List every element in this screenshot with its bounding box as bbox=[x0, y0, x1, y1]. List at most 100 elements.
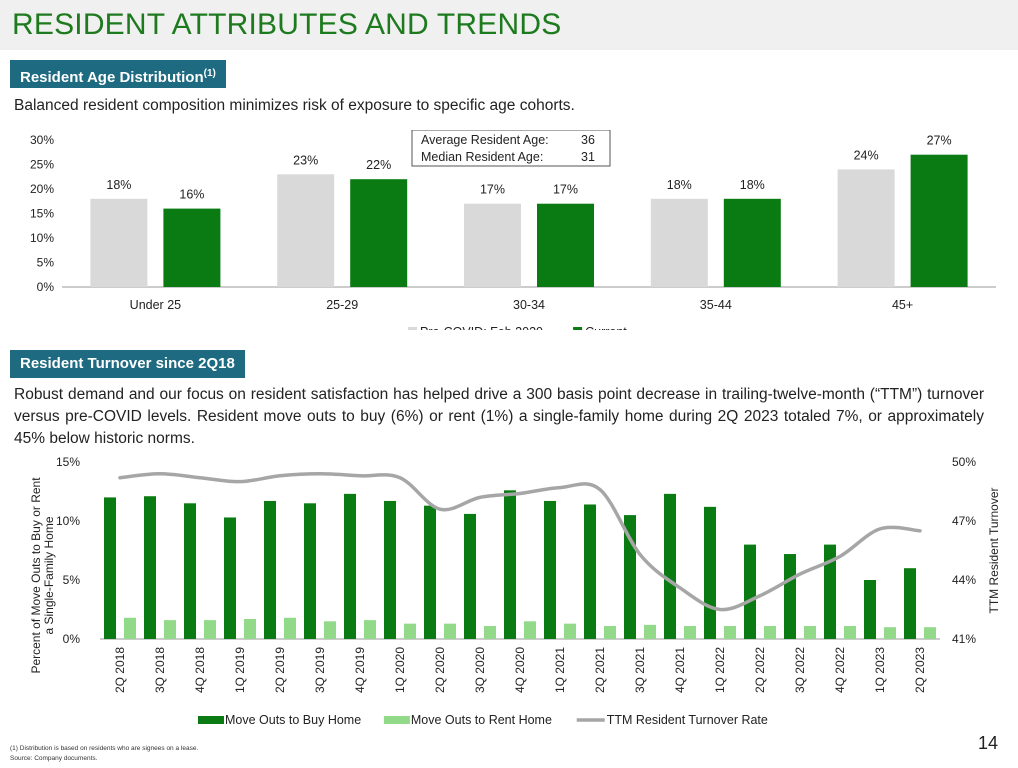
bar-pre-covid-feb-2020 bbox=[90, 198, 148, 287]
section-header-turnover: Resident Turnover since 2Q18 bbox=[10, 350, 245, 378]
bar-pre-covid-feb-2020 bbox=[464, 203, 521, 287]
section-title-turnover: Resident Turnover since 2Q18 bbox=[20, 355, 235, 372]
bar-current bbox=[537, 203, 594, 287]
bar-move-outs-to-buy-home bbox=[504, 490, 516, 639]
y-tick-label: 20% bbox=[30, 182, 54, 196]
footnote-1: (1) Distribution is based on residents w… bbox=[10, 745, 199, 752]
y-tick-label: 0% bbox=[37, 280, 55, 294]
bar-move-outs-to-buy-home bbox=[904, 568, 916, 639]
data-label: 18% bbox=[667, 178, 692, 192]
bar-move-outs-to-rent-home bbox=[884, 627, 896, 639]
section-header-age: Resident Age Distribution(1) bbox=[10, 60, 226, 88]
bar-move-outs-to-rent-home bbox=[404, 623, 416, 639]
bar-move-outs-to-buy-home bbox=[144, 496, 156, 639]
legend-label: Current bbox=[585, 325, 627, 330]
bar-current bbox=[910, 154, 968, 287]
section-title-footnote-marker: (1) bbox=[203, 68, 216, 79]
data-label: 27% bbox=[927, 134, 952, 148]
left-y-tick-label: 10% bbox=[56, 514, 80, 528]
x-tick-label: 3Q 2021 bbox=[633, 647, 647, 693]
bar-pre-covid-feb-2020 bbox=[650, 198, 708, 287]
left-y-tick-label: 5% bbox=[63, 573, 81, 587]
legend-label: Move Outs to Rent Home bbox=[411, 713, 552, 727]
data-label: 18% bbox=[740, 178, 765, 192]
bar-current bbox=[350, 179, 408, 287]
bar-move-outs-to-buy-home bbox=[584, 504, 596, 639]
x-tick-label: 25-29 bbox=[326, 298, 358, 312]
x-tick-label: 2Q 2023 bbox=[913, 647, 927, 693]
x-tick-label: 4Q 2021 bbox=[673, 647, 687, 693]
median-age-value: 31 bbox=[581, 150, 595, 164]
x-tick-label: 1Q 2022 bbox=[713, 647, 727, 693]
bar-move-outs-to-buy-home bbox=[384, 500, 396, 639]
median-age-label: Median Resident Age: bbox=[421, 150, 543, 164]
header-bar: RESIDENT ATTRIBUTES AND TRENDS bbox=[0, 0, 1018, 50]
bar-move-outs-to-buy-home bbox=[464, 513, 476, 639]
age-distribution-chart: 0% 5% 10% 15% 20% 25% 30% 18% 16% 23% 22% 17% 17% 18… bbox=[30, 130, 996, 330]
data-label: 22% bbox=[366, 158, 391, 172]
right-y-tick-label: 47% bbox=[952, 514, 976, 528]
legend-label: Move Outs to Buy Home bbox=[225, 713, 361, 727]
bar-current bbox=[163, 208, 221, 287]
bar-move-outs-to-buy-home bbox=[104, 497, 116, 639]
legend-swatch-current bbox=[573, 327, 583, 330]
data-label: 24% bbox=[854, 148, 879, 162]
bar-move-outs-to-buy-home bbox=[304, 503, 316, 639]
page-title: RESIDENT ATTRIBUTES AND TRENDS bbox=[12, 8, 562, 41]
bar-move-outs-to-buy-home bbox=[184, 503, 196, 639]
data-label: 17% bbox=[553, 183, 578, 197]
x-tick-label: 3Q 2019 bbox=[313, 647, 327, 693]
footnote-source: Source: Company documents. bbox=[10, 755, 98, 762]
x-tick-label: 2Q 2022 bbox=[753, 647, 767, 693]
y-tick-label: 30% bbox=[30, 133, 54, 147]
x-tick-label: 3Q 2022 bbox=[793, 647, 807, 693]
data-label: 18% bbox=[106, 178, 131, 192]
bar-move-outs-to-buy-home bbox=[704, 506, 716, 639]
x-tick-label: Under 25 bbox=[130, 298, 181, 312]
ttm-turnover-line bbox=[118, 472, 922, 612]
bar-move-outs-to-rent-home bbox=[324, 621, 336, 639]
right-axis-label: TTM Resident Turnover bbox=[987, 487, 1001, 613]
legend-label: TTM Resident Turnover Rate bbox=[607, 713, 768, 727]
turnover-description: Robust demand and our focus on resident … bbox=[14, 386, 984, 447]
bar-move-outs-to-rent-home bbox=[484, 626, 496, 639]
x-tick-label: 2Q 2021 bbox=[593, 647, 607, 693]
bar-move-outs-to-buy-home bbox=[824, 544, 836, 639]
bar-move-outs-to-rent-home bbox=[364, 620, 376, 639]
bar-move-outs-to-buy-home bbox=[544, 500, 556, 639]
y-tick-label: 15% bbox=[30, 207, 54, 221]
legend-swatch-pre-covid-feb-2020 bbox=[408, 327, 417, 330]
left-axis-label: Percent of Move Outs to Buy or Renta Sin… bbox=[29, 477, 56, 674]
left-axis-label-line-2: a Single-Family Home bbox=[42, 516, 56, 634]
bar-move-outs-to-rent-home bbox=[644, 624, 656, 639]
bar-move-outs-to-buy-home bbox=[864, 580, 876, 639]
resident-turnover-chart: 0% 5% 10% 15% 41% 44% 47% 50% 2Q 2018 3Q 2018 4Q… bbox=[29, 455, 1001, 727]
x-tick-label: 4Q 2022 bbox=[833, 647, 847, 693]
bar-move-outs-to-rent-home bbox=[444, 623, 456, 639]
average-age-value: 36 bbox=[581, 133, 595, 147]
y-tick-label: 10% bbox=[30, 231, 54, 245]
data-label: 23% bbox=[293, 153, 318, 167]
bar-move-outs-to-buy-home bbox=[264, 500, 276, 639]
x-tick-label: 45+ bbox=[892, 298, 913, 312]
bar-move-outs-to-rent-home bbox=[844, 626, 856, 639]
legend-swatch-move-outs-to-buy-home bbox=[198, 716, 224, 724]
resident-age-info-box: Average Resident Age: 36 Median Resident… bbox=[411, 130, 611, 167]
page-number: 14 bbox=[978, 733, 999, 753]
bar-move-outs-to-buy-home bbox=[224, 517, 236, 639]
bar-move-outs-to-rent-home bbox=[284, 617, 296, 639]
left-axis-label-line-1: Percent of Move Outs to Buy or Rent bbox=[29, 477, 43, 674]
bar-move-outs-to-rent-home bbox=[604, 626, 616, 639]
bar-move-outs-to-buy-home bbox=[344, 493, 356, 639]
x-tick-label: 1Q 2020 bbox=[393, 647, 407, 693]
x-tick-label: 35-44 bbox=[700, 298, 732, 312]
x-tick-label: 3Q 2018 bbox=[153, 647, 167, 693]
right-y-tick-label: 50% bbox=[952, 455, 976, 469]
x-tick-label: 30-34 bbox=[513, 298, 545, 312]
bar-move-outs-to-rent-home bbox=[164, 620, 176, 639]
legend-swatch-move-outs-to-rent-home bbox=[383, 716, 410, 724]
bar-move-outs-to-buy-home bbox=[744, 544, 756, 639]
bar-move-outs-to-rent-home bbox=[524, 621, 536, 639]
x-tick-label: 4Q 2020 bbox=[513, 647, 527, 693]
bar-move-outs-to-rent-home bbox=[684, 626, 696, 639]
